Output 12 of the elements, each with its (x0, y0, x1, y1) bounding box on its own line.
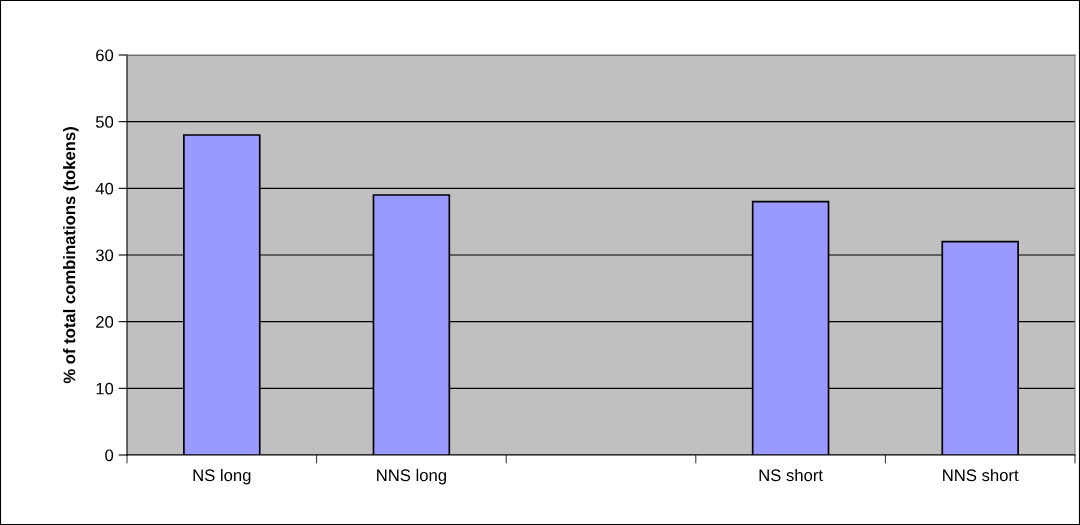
y-tick-label: 60 (96, 49, 114, 62)
y-tick-label: 50 (95, 116, 114, 128)
x-tick-label: NNS short (943, 468, 1019, 482)
y-tick-label: 30 (95, 249, 114, 262)
x-tick-label: NNS long (377, 468, 446, 485)
y-axis-title: % of total combinations (tokens) (63, 127, 79, 384)
x-tick-label: NS long (193, 468, 251, 485)
y-tick-label: 10 (96, 382, 114, 395)
y-tick-label: 20 (96, 316, 114, 328)
x-tick-label: NS short (759, 468, 823, 482)
y-tick-label: 40 (95, 182, 114, 195)
y-tick-label: 0 (105, 449, 114, 462)
